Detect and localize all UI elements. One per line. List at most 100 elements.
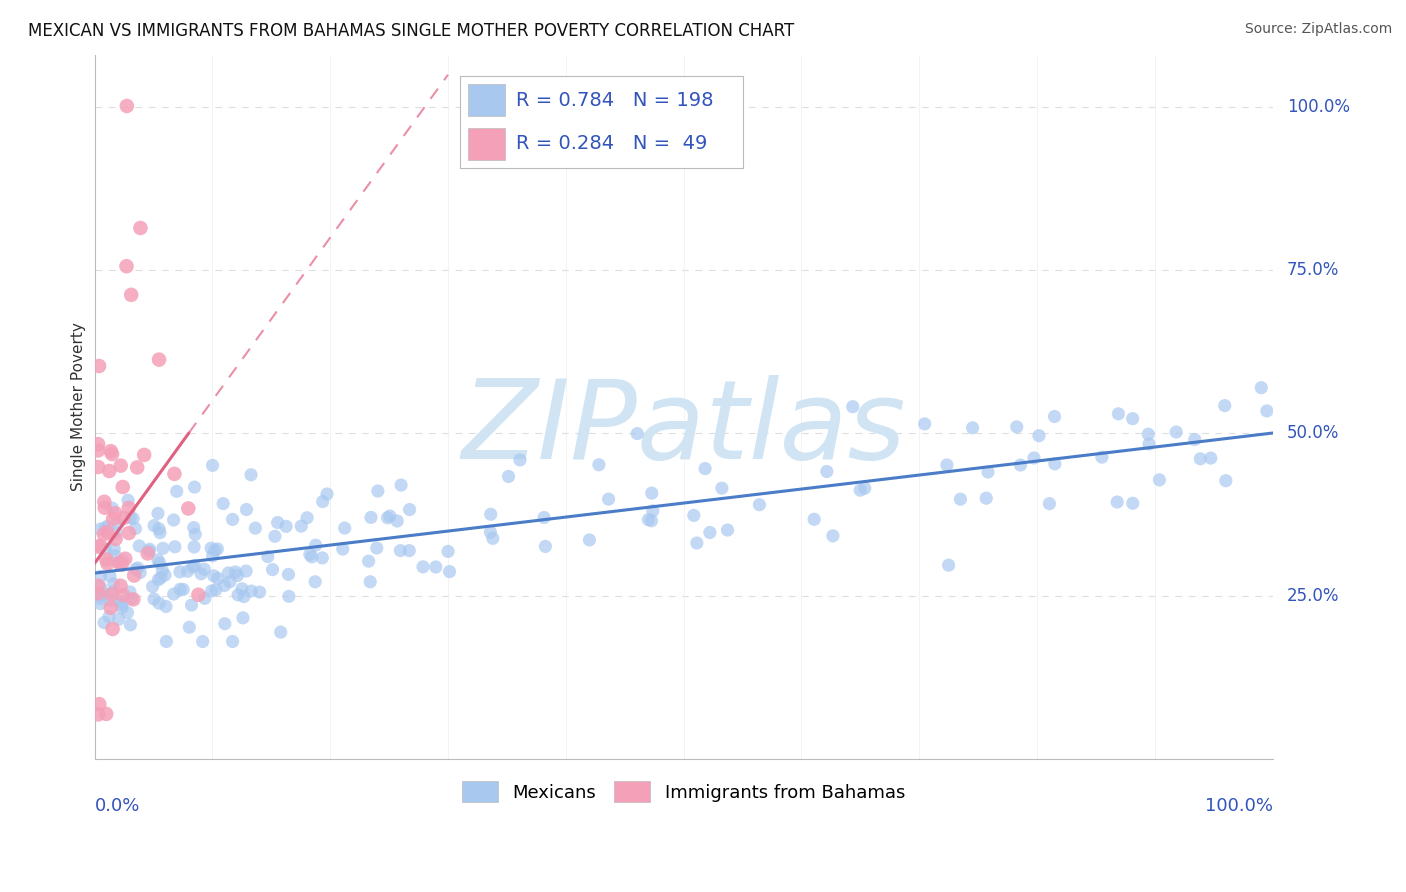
Point xyxy=(87,443,110,458)
Point xyxy=(270,625,292,640)
Point xyxy=(98,609,121,624)
Text: ZIPatlas: ZIPatlas xyxy=(461,375,905,482)
Point xyxy=(118,500,141,515)
Point xyxy=(89,522,111,536)
Point xyxy=(163,587,186,601)
Point xyxy=(112,511,135,525)
Point xyxy=(1122,411,1144,425)
Point xyxy=(849,483,872,497)
Point xyxy=(118,526,141,541)
Point xyxy=(98,464,121,478)
Point xyxy=(699,525,721,540)
Point xyxy=(149,556,172,570)
Point xyxy=(177,501,200,516)
Point xyxy=(214,578,236,592)
Point xyxy=(710,481,733,495)
Point xyxy=(578,533,600,547)
Point xyxy=(169,582,191,597)
Point xyxy=(193,562,215,576)
Point xyxy=(305,538,328,552)
Point xyxy=(359,574,381,589)
Point xyxy=(357,554,380,568)
Point xyxy=(101,593,124,607)
Point xyxy=(127,460,149,475)
Point xyxy=(101,501,124,516)
Point xyxy=(588,458,610,472)
Point xyxy=(716,523,738,537)
Point xyxy=(693,461,716,475)
Point xyxy=(166,484,188,499)
Point xyxy=(437,544,460,558)
Point xyxy=(129,221,152,235)
Point xyxy=(264,529,287,543)
Point xyxy=(803,512,825,526)
Point xyxy=(141,580,163,594)
Point xyxy=(111,480,134,494)
Point xyxy=(105,526,128,541)
Text: 25.0%: 25.0% xyxy=(1286,587,1340,605)
Point xyxy=(93,527,115,541)
Point xyxy=(87,540,110,554)
Point xyxy=(152,541,174,556)
Point xyxy=(333,521,356,535)
Point xyxy=(129,566,152,580)
Point xyxy=(298,548,321,562)
Point xyxy=(120,618,142,632)
Text: 50.0%: 50.0% xyxy=(1286,424,1340,442)
Point xyxy=(221,512,243,526)
Point xyxy=(360,510,382,524)
Point xyxy=(226,588,249,602)
Point xyxy=(122,511,145,525)
Point xyxy=(114,551,136,566)
Point xyxy=(115,259,138,273)
Point xyxy=(134,448,156,462)
Point xyxy=(1091,450,1114,464)
Text: 100.0%: 100.0% xyxy=(1205,797,1272,815)
Point xyxy=(626,426,648,441)
Point xyxy=(914,417,936,431)
Point xyxy=(332,542,354,557)
Point xyxy=(398,502,420,516)
Point xyxy=(212,497,235,511)
Point xyxy=(853,481,876,495)
Point xyxy=(949,492,972,507)
Point xyxy=(128,539,150,553)
Point xyxy=(152,564,174,578)
Point xyxy=(94,521,117,535)
Point xyxy=(120,510,142,524)
Point xyxy=(146,553,169,567)
Point xyxy=(1215,474,1237,488)
Point xyxy=(183,540,205,554)
Point xyxy=(104,532,127,546)
Point xyxy=(89,591,111,606)
Point xyxy=(103,577,125,591)
Point xyxy=(143,591,166,606)
Point xyxy=(149,571,172,585)
Point xyxy=(191,634,214,648)
Point xyxy=(748,498,770,512)
Point xyxy=(149,525,172,540)
Point xyxy=(107,516,129,531)
Point xyxy=(111,554,134,568)
Point xyxy=(498,469,520,483)
Point xyxy=(389,543,412,558)
Point xyxy=(93,500,115,515)
Point xyxy=(367,483,389,498)
Point xyxy=(439,565,461,579)
Point xyxy=(108,556,131,570)
Point xyxy=(1199,451,1222,466)
Point xyxy=(304,574,326,589)
Point xyxy=(366,541,388,555)
Point xyxy=(217,566,239,580)
Point xyxy=(207,541,229,556)
Point xyxy=(100,587,122,601)
Point xyxy=(256,549,278,564)
Point xyxy=(155,634,177,648)
Point xyxy=(1256,404,1278,418)
Point xyxy=(122,568,145,582)
Point xyxy=(935,458,957,472)
Point xyxy=(115,99,138,113)
Point xyxy=(112,588,135,602)
Point xyxy=(89,539,111,553)
Point xyxy=(100,444,122,458)
